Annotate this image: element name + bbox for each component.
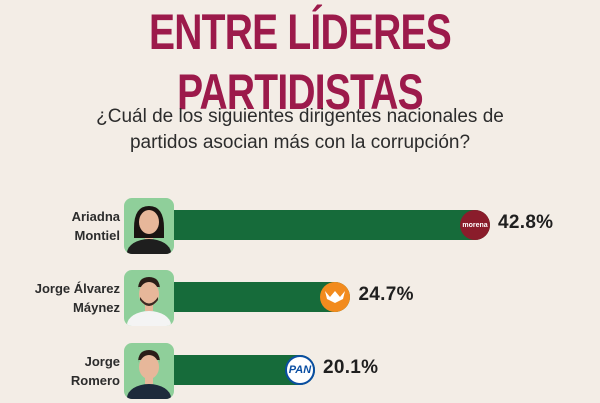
candidate-photo [124, 198, 174, 254]
chart-title: ENTRE LÍDERES PARTIDISTAS [149, 4, 452, 120]
chart-row: Jorge Álvarez Máynez 24.7% [0, 270, 600, 330]
value-label: 24.7% [358, 284, 414, 305]
value-label: 20.1% [322, 357, 379, 378]
category-label-line2: Montiel [74, 228, 121, 243]
bar [160, 210, 490, 240]
movimiento-ciudadano-logo [320, 282, 351, 312]
category-label-line1: Jorge Álvarez [34, 281, 120, 296]
category-label: Ariadna Montiel [20, 207, 120, 245]
category-label: Jorge Álvarez Máynez [20, 279, 120, 317]
category-label-line1: Jorge [84, 354, 120, 369]
category-label: Jorge Romero [20, 352, 120, 390]
bar [160, 282, 351, 312]
party-logo-text: morena [462, 221, 488, 229]
pan-logo: PAN [284, 355, 315, 385]
candidate-photo [124, 343, 174, 399]
chart-row: Jorge Romero PAN 20.1% [0, 343, 600, 403]
candidate-photo [124, 270, 174, 326]
survey-question: ¿Cuál de los siguientes dirigentes nacio… [96, 106, 504, 153]
value-label: 42.8% [498, 212, 554, 233]
category-label-line2: Romero [70, 373, 120, 388]
category-label-line2: Máynez [73, 300, 120, 315]
chart-row: Ariadna Montiel morena 42.8% [0, 198, 600, 258]
category-label-line1: Ariadna [71, 209, 120, 224]
party-logo-text: PAN [288, 364, 312, 376]
morena-logo: morena [460, 210, 490, 240]
